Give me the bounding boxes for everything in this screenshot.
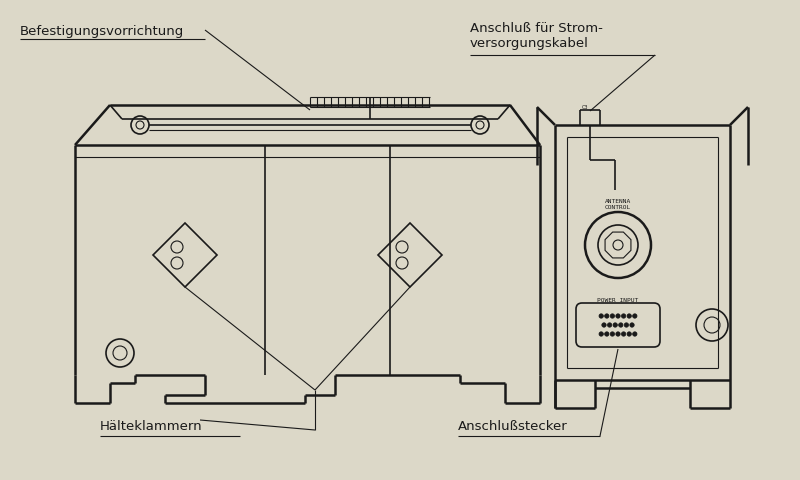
Circle shape [616, 314, 620, 318]
Circle shape [627, 332, 631, 336]
Circle shape [602, 323, 606, 327]
Text: Anschlußstecker: Anschlußstecker [458, 420, 568, 433]
Text: Befestigungsvorrichtung: Befestigungsvorrichtung [20, 25, 184, 38]
Text: C3: C3 [582, 105, 589, 110]
Circle shape [633, 332, 637, 336]
Circle shape [622, 332, 626, 336]
Text: Anschluß für Strom-
versorgungskabel: Anschluß für Strom- versorgungskabel [470, 22, 603, 50]
Circle shape [633, 314, 637, 318]
Circle shape [599, 314, 603, 318]
Text: POWER INPUT: POWER INPUT [598, 298, 638, 303]
Circle shape [613, 323, 618, 327]
Circle shape [605, 314, 609, 318]
Text: Hälteklammern: Hälteklammern [100, 420, 202, 433]
Circle shape [630, 323, 634, 327]
Circle shape [607, 323, 612, 327]
Circle shape [610, 332, 614, 336]
Circle shape [610, 314, 614, 318]
Circle shape [599, 332, 603, 336]
Circle shape [616, 332, 620, 336]
Circle shape [605, 332, 609, 336]
Circle shape [624, 323, 629, 327]
Circle shape [618, 323, 623, 327]
Circle shape [627, 314, 631, 318]
Circle shape [622, 314, 626, 318]
Text: ANTENNA
CONTROL: ANTENNA CONTROL [605, 199, 631, 210]
